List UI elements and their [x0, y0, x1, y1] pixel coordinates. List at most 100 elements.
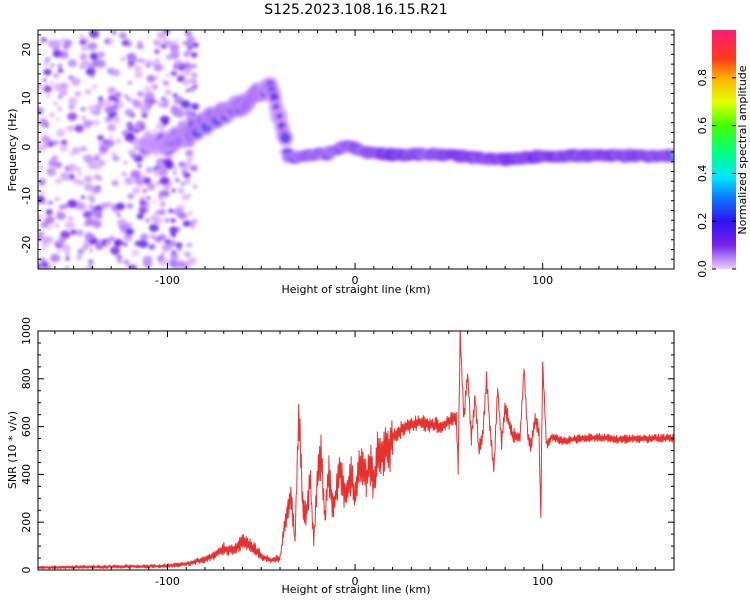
spectrogram-speckle [98, 177, 103, 181]
y-tick-label: 1000 [20, 317, 33, 345]
spectrogram-speckle [157, 101, 164, 107]
spectrogram-speckle [44, 62, 48, 66]
spectrogram-speckle [169, 226, 178, 234]
spectrogram-speckle [124, 222, 133, 229]
snr-xlabel: Height of straight line (km) [281, 583, 430, 596]
y-tick-label: 200 [20, 512, 33, 533]
spectrogram-speckle [76, 254, 82, 260]
spectrogram-ridge-cell [273, 96, 276, 100]
spectrogram-speckle [48, 226, 53, 230]
spectrogram-speckle [84, 218, 95, 227]
spectrogram-speckle [57, 94, 63, 99]
spectrogram-speckle [118, 32, 127, 39]
spectrogram-speckle [135, 177, 140, 181]
y-tick-label: 20 [20, 43, 33, 57]
spectrogram-speckle [95, 102, 104, 110]
spectrogram-speckle [145, 166, 154, 174]
spectrogram-speckle [165, 186, 171, 191]
spectrogram-speckle [175, 178, 180, 183]
spectrogram-speckle [185, 60, 190, 65]
spectrogram-speckle [38, 178, 47, 185]
spectrogram-speckle [134, 71, 143, 79]
spectrogram-speckle [188, 211, 193, 216]
spectrogram-speckle [70, 77, 81, 86]
spectrogram-speckle [146, 74, 156, 83]
spectrogram-speckle [152, 200, 157, 204]
spectrogram-speckle [181, 79, 190, 86]
spectrogram-speckle [143, 177, 152, 185]
spectrogram-speckle [132, 124, 141, 131]
spectrogram-speckle [71, 146, 81, 155]
spectrogram-speckle [105, 241, 112, 246]
spectrogram-speckle [132, 187, 141, 195]
spectrogram-speckle [183, 172, 191, 179]
spectrogram-speckle [39, 166, 44, 169]
spectrogram-speckle [184, 178, 192, 185]
spectrogram-speckle [134, 240, 143, 247]
spectrogram-speckle [85, 176, 90, 180]
spectrogram-speckle [186, 242, 193, 248]
spectrogram-speckle [175, 59, 182, 65]
spectrogram-speckle [183, 109, 193, 118]
spectrogram-speckle [59, 50, 69, 59]
spectrogram-speckle [161, 243, 172, 252]
spectrogram-speckle [184, 251, 191, 258]
spectrogram-speckle [40, 135, 51, 143]
spectrogram-speckle [130, 169, 141, 179]
spectrogram-speckle [153, 58, 161, 64]
spectrogram-speckle [38, 263, 42, 269]
spectrogram-speckle [88, 259, 94, 264]
colorbar-tick-label: 0.0 [696, 260, 709, 278]
spectrogram-speckle [95, 59, 106, 68]
spectrogram-speckle [188, 77, 197, 85]
spectrogram-speckle [161, 96, 166, 101]
snr-frame [37, 330, 675, 571]
spectrogram-speckle [87, 42, 98, 51]
spectrogram-speckle [133, 65, 142, 72]
spectrogram-speckle [60, 230, 71, 239]
spectrogram-speckle [81, 45, 88, 51]
spectrogram-speckle [89, 62, 98, 69]
spectrogram-speckle [51, 155, 59, 162]
spectrogram-speckle [137, 40, 143, 45]
spectrogram-speckle [64, 220, 75, 230]
spectrogram-speckle [64, 266, 69, 269]
spectrogram-speckle [68, 75, 74, 80]
spectrogram-speckle [161, 79, 166, 83]
spectrogram-speckle [175, 242, 183, 249]
spectrogram-speckle [68, 163, 78, 172]
spectrogram-speckle [141, 174, 146, 178]
y-tick-label: 600 [20, 416, 33, 437]
spectrogram-speckle [177, 76, 184, 82]
spectrogram-speckle [191, 63, 197, 69]
spectrogram-speckle [146, 196, 151, 201]
spectrogram-speckle [108, 94, 117, 102]
spectrogram-speckle [136, 43, 144, 50]
colorbar: 0.0 0.2 0.4 0.6 0.8 Normalized spectral ampl… [696, 30, 749, 278]
spectrogram-speckle [102, 99, 112, 108]
y-tick-label: 10 [20, 91, 33, 105]
spectrogram-speckle [84, 183, 94, 192]
spectrogram-speckle [161, 44, 167, 49]
spectrogram-speckle [146, 182, 156, 191]
colorbar-tick-label: 0.6 [696, 117, 709, 135]
spectrogram-speckle [47, 142, 54, 147]
spectrogram-speckle [107, 123, 117, 132]
x-tick-label: 100 [532, 575, 553, 588]
y-tick-label: 800 [20, 368, 33, 389]
spectrogram-speckle [67, 215, 74, 221]
spectrogram-speckle [124, 108, 134, 117]
spectrogram-speckle [125, 124, 131, 128]
spectrogram-speckle [67, 112, 78, 121]
spectrogram-speckle [85, 265, 89, 269]
spectrogram-speckle [158, 257, 168, 266]
spectrogram-speckle [117, 255, 122, 259]
spectrogram-speckle [59, 89, 68, 97]
spectrogram-speckle [161, 119, 169, 126]
spectrogram-speckle [121, 40, 128, 46]
spectrogram-speckle [48, 200, 53, 205]
spectrogram-speckle [107, 87, 116, 94]
spectrogram-speckle [123, 161, 128, 165]
